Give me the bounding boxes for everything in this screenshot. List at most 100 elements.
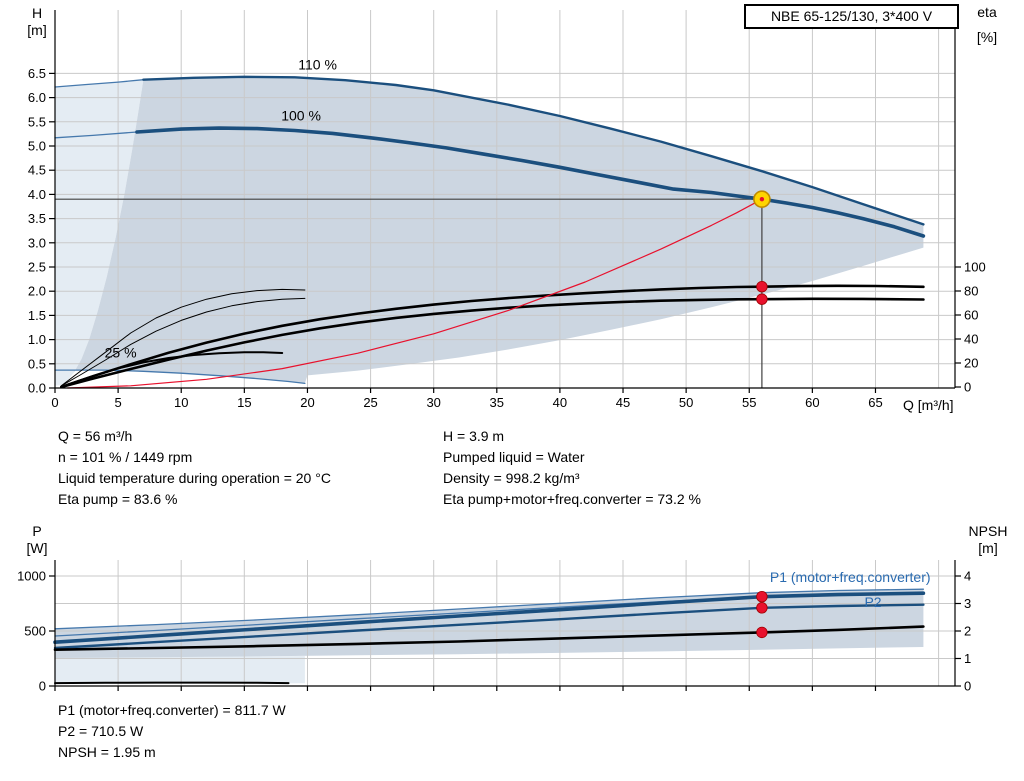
operating-point-dot — [756, 626, 768, 639]
tick-label: 5.5 — [28, 114, 46, 129]
info-line: Eta pump+motor+freq.converter = 73.2 % — [443, 491, 701, 507]
tick-label: 0.5 — [28, 356, 46, 371]
p-curve-25pct — [54, 681, 290, 685]
eta-curve-25pct — [66, 351, 284, 386]
curve-label: P1 (motor+freq.converter) — [770, 569, 931, 585]
tick-label: 20 — [964, 356, 978, 371]
operating-point-dot — [756, 602, 768, 614]
curve-label: 100 % — [281, 108, 321, 124]
info-line: Density = 998.2 kg/m³ — [443, 470, 580, 486]
info-line: P2 = 710.5 W — [58, 723, 144, 739]
tick-label: 20 — [300, 395, 314, 410]
power-axis-unit: [W] — [26, 540, 48, 556]
info-line: Pumped liquid = Water — [443, 449, 585, 465]
tick-label: 35 — [490, 395, 504, 410]
tick-label: 3 — [964, 596, 971, 611]
info-line: P1 (motor+freq.converter) = 811.7 W — [58, 702, 286, 718]
npsh-axis-unit: [m] — [978, 540, 998, 556]
info-line: n = 101 % / 1449 rpm — [58, 449, 193, 465]
qh-110-extension — [54, 79, 145, 88]
tick-label: 55 — [742, 395, 756, 410]
tick-label: 1.5 — [28, 308, 46, 323]
tick-label: 4.0 — [28, 187, 46, 202]
operating-point-dot — [756, 293, 768, 305]
tick-label: 4 — [964, 569, 971, 584]
eta-axis-label: eta [%] — [964, 4, 1010, 46]
tick-label: 65 — [868, 395, 882, 410]
tick-label: 15 — [237, 395, 251, 410]
eta-total-curve — [59, 297, 925, 389]
head-axis-label: H [m] — [16, 5, 58, 39]
tick-label: 25 — [363, 395, 377, 410]
power-axis-title: P — [32, 523, 42, 539]
tick-label: 50 — [679, 395, 693, 410]
power-axis-label: P [W] — [16, 523, 58, 557]
tick-label: 4.5 — [28, 163, 46, 178]
info-line: NPSH = 1.95 m — [58, 744, 156, 760]
duty-point-center — [759, 197, 765, 202]
tick-label: 0 — [964, 380, 971, 395]
tick-label: 10 — [174, 395, 188, 410]
tick-label: 0 — [964, 679, 971, 694]
p1-max-speed-thin — [54, 588, 925, 630]
p1-curve — [53, 591, 926, 645]
curve-label: P2 — [864, 594, 881, 610]
tick-label: 6.5 — [28, 66, 46, 81]
tick-label: 40 — [964, 332, 978, 347]
eta-part-speed-b — [60, 297, 306, 387]
tick-label: 5 — [114, 395, 121, 410]
duty-parabola — [66, 198, 763, 389]
power-envelope-light — [55, 638, 305, 684]
npsh-curve — [53, 625, 925, 652]
eta-axis-title: eta — [977, 4, 997, 20]
tick-label: 100 — [964, 260, 986, 275]
operating-point-dot — [756, 281, 768, 293]
eta-pump-curve — [59, 284, 925, 389]
tick-label: 45 — [616, 395, 630, 410]
tick-label: 30 — [426, 395, 440, 410]
tick-label: 2.0 — [28, 284, 46, 299]
power-info: P1 (motor+freq.converter) = 811.7 W P2 = … — [58, 700, 286, 763]
tick-label: 40 — [553, 395, 567, 410]
tick-label: 5.0 — [28, 139, 46, 154]
npsh-axis-label: NPSH [m] — [960, 523, 1016, 557]
tick-label: 1.0 — [28, 332, 46, 347]
tick-label: 80 — [964, 284, 978, 299]
tick-label: 1000 — [17, 569, 46, 584]
tick-label: 500 — [24, 624, 46, 639]
qh-curve-110pct — [142, 75, 925, 226]
pump-name: NBE 65-125/130, 3*400 V — [770, 8, 933, 24]
tick-label: 2 — [964, 624, 971, 639]
tick-label: 3.5 — [28, 211, 46, 226]
tick-label: 3.0 — [28, 235, 46, 250]
head-axis-unit: [m] — [27, 22, 47, 38]
info-line: Eta pump = 83.6 % — [58, 491, 178, 507]
qh-curve-100pct — [135, 126, 926, 238]
operating-point-dot — [756, 591, 768, 603]
tick-label: 6.0 — [28, 90, 46, 105]
flow-axis-label: Q [m³/h] — [903, 397, 954, 413]
tick-label: 60 — [805, 395, 819, 410]
p2-curve — [53, 603, 925, 650]
tick-label: 2.5 — [28, 260, 46, 275]
npsh-axis-title: NPSH — [968, 523, 1008, 539]
tick-label: 0 — [51, 395, 58, 410]
eta-part-speed-a — [60, 288, 306, 387]
tick-label: 0 — [39, 679, 46, 694]
curve-label: 25 % — [105, 345, 137, 361]
qh-100-extension — [54, 131, 138, 139]
pump-name-box: NBE 65-125/130, 3*400 V — [744, 4, 959, 29]
operating-envelope-light — [55, 79, 144, 386]
head-axis-title: H — [31, 5, 43, 21]
curve-label: 110 % — [298, 57, 337, 73]
info-line: H = 3.9 m — [443, 428, 505, 444]
tick-label: 1 — [964, 651, 971, 666]
tick-label: 60 — [964, 308, 978, 323]
duty-info-left: Q = 56 m³/h n = 101 % / 1449 rpm Liquid te… — [58, 426, 331, 510]
info-line: Liquid temperature during operation = 20… — [58, 470, 331, 486]
tick-label: 0.0 — [28, 381, 46, 396]
eta-axis-unit: [%] — [976, 29, 998, 45]
duty-info-right: H = 3.9 m Pumped liquid = Water Density = … — [443, 426, 701, 510]
